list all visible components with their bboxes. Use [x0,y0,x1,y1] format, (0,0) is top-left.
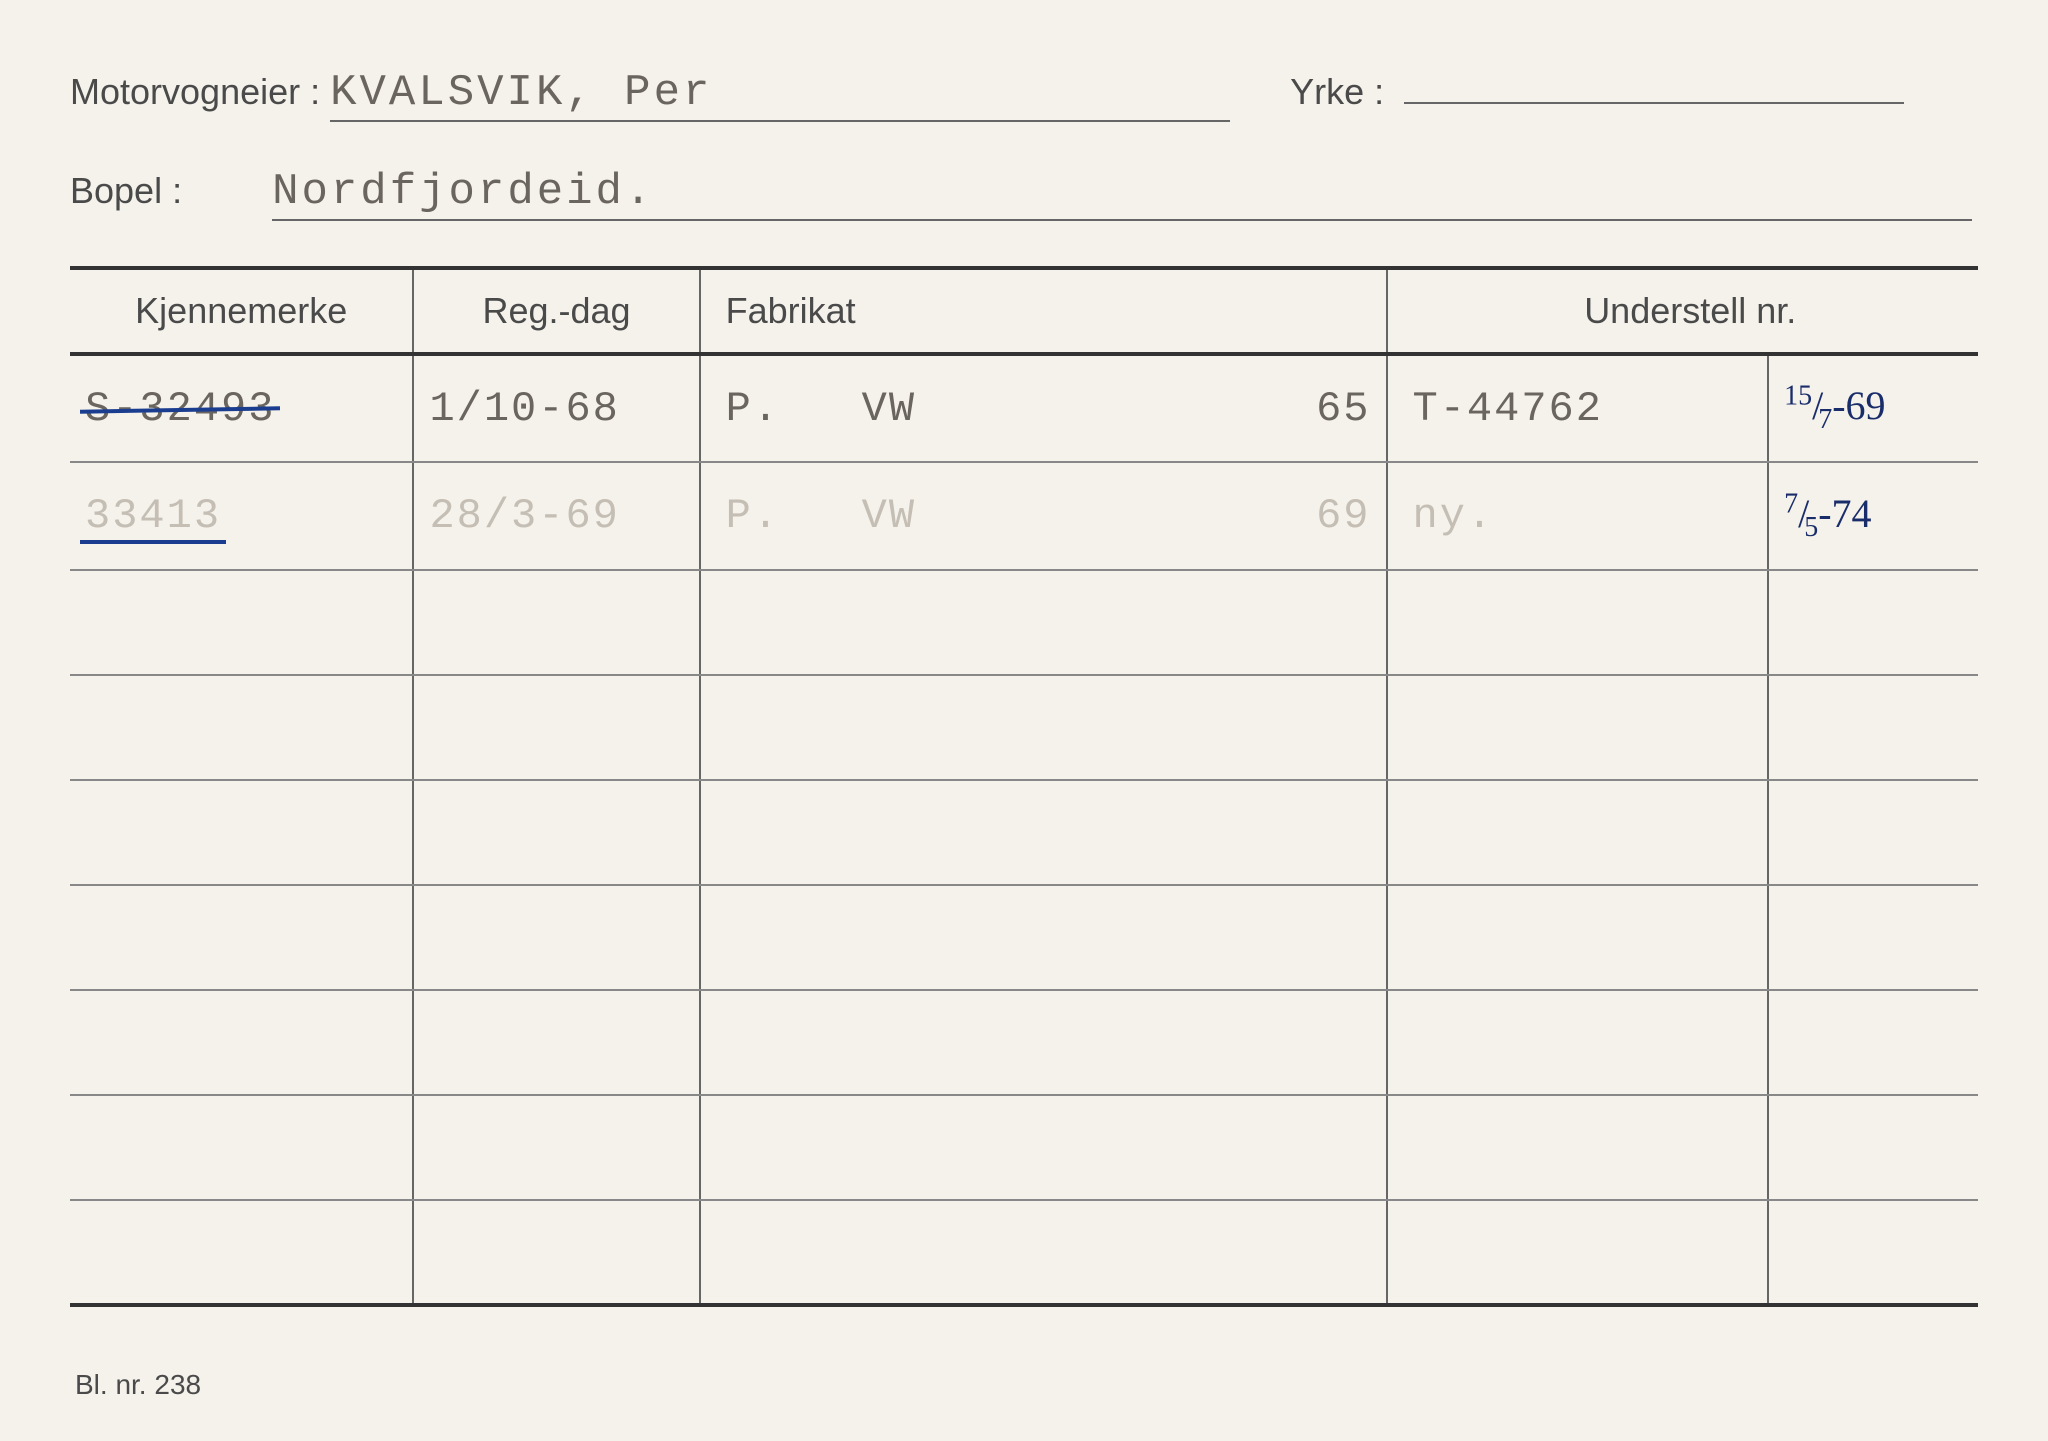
table-row-empty [70,675,1978,780]
empty-cell [1387,1095,1769,1200]
empty-cell [1768,990,1978,1095]
empty-cell [700,675,1387,780]
table-header-row: Kjennemerke Reg.-dag Fabrikat Understell… [70,268,1978,354]
empty-cell [70,780,413,885]
empty-cell [700,570,1387,675]
empty-cell [700,1200,1387,1305]
empty-cell [1768,1200,1978,1305]
empty-cell [70,570,413,675]
empty-cell [1387,990,1769,1095]
empty-cell [700,885,1387,990]
residence-value: Nordfjordeid. [272,167,1972,221]
table-body: S-324931/10-68P. VW65T-4476215/7-6933413… [70,354,1978,1305]
empty-cell [413,885,699,990]
occupation-value [1404,60,1904,104]
col-chassis: Understell nr. [1387,268,1979,354]
empty-cell [413,570,699,675]
plate-cell: S-32493 [70,354,413,462]
empty-cell [70,885,413,990]
reg-date-cell: 28/3-69 [413,462,699,569]
plate-cell: 33413 [70,462,413,569]
empty-cell [70,675,413,780]
table-row-empty [70,780,1978,885]
empty-cell [70,990,413,1095]
form-number: Bl. nr. 238 [75,1369,201,1401]
empty-cell [413,780,699,885]
owner-row: Motorvogneier : KVALSVIK, Per Yrke : [70,60,1978,122]
residence-label: Bopel : [70,170,182,212]
empty-cell [413,1200,699,1305]
owner-value: KVALSVIK, Per [330,68,1230,122]
table-row: S-324931/10-68P. VW65T-4476215/7-69 [70,354,1978,462]
empty-cell [1387,1200,1769,1305]
registration-table: Kjennemerke Reg.-dag Fabrikat Understell… [70,266,1978,1307]
col-make: Fabrikat [700,268,1387,354]
table-row: 3341328/3-69P. VW69ny.7/5-74 [70,462,1978,569]
empty-cell [70,1095,413,1200]
empty-cell [1768,675,1978,780]
chassis-cell: ny. [1387,462,1769,569]
annotation-cell: 15/7-69 [1768,354,1978,462]
empty-cell [413,1095,699,1200]
occupation-section: Yrke : [1290,60,1904,113]
registration-card: Motorvogneier : KVALSVIK, Per Yrke : Bop… [70,60,1978,1411]
empty-cell [700,990,1387,1095]
empty-cell [1387,570,1769,675]
empty-cell [1768,780,1978,885]
table-row-empty [70,1200,1978,1305]
owner-label: Motorvogneier : [70,71,320,113]
col-plate: Kjennemerke [70,268,413,354]
chassis-cell: T-44762 [1387,354,1769,462]
residence-row: Bopel : Nordfjordeid. [70,167,1978,221]
empty-cell [1387,675,1769,780]
col-reg-date: Reg.-dag [413,268,699,354]
empty-cell [1768,885,1978,990]
table-row-empty [70,570,1978,675]
table-row-empty [70,1095,1978,1200]
make-cell: P. VW65 [700,354,1387,462]
table-row-empty [70,885,1978,990]
occupation-label: Yrke : [1290,71,1384,113]
reg-date-cell: 1/10-68 [413,354,699,462]
empty-cell [413,675,699,780]
empty-cell [1387,885,1769,990]
empty-cell [1768,570,1978,675]
empty-cell [1768,1095,1978,1200]
empty-cell [700,780,1387,885]
make-cell: P. VW69 [700,462,1387,569]
annotation-cell: 7/5-74 [1768,462,1978,569]
empty-cell [413,990,699,1095]
empty-cell [70,1200,413,1305]
empty-cell [1387,780,1769,885]
header-section: Motorvogneier : KVALSVIK, Per Yrke : Bop… [70,60,1978,221]
empty-cell [700,1095,1387,1200]
table-row-empty [70,990,1978,1095]
